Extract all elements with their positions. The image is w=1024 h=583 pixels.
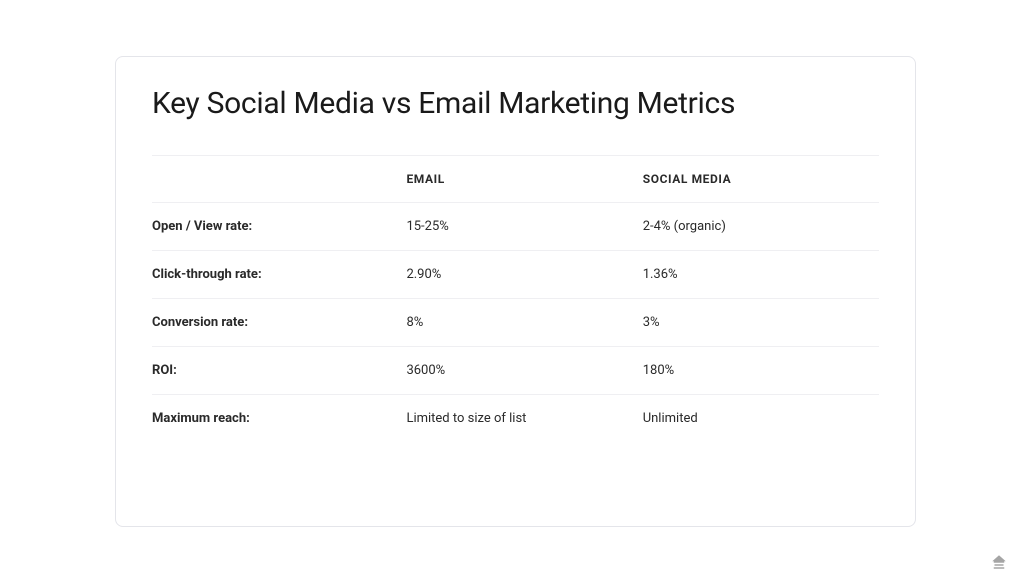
cell-social: 3% [643,298,879,346]
cell-email: Limited to size of list [406,394,642,442]
table-row: ROI: 3600% 180% [152,346,879,394]
col-header-metric [152,155,406,202]
cell-metric: Click-through rate: [152,250,406,298]
cabin-icon [990,553,1008,571]
cell-metric: Open / View rate: [152,202,406,250]
cell-metric: ROI: [152,346,406,394]
cell-email: 8% [406,298,642,346]
cell-social: 180% [643,346,879,394]
cell-metric: Maximum reach: [152,394,406,442]
cell-email: 15-25% [406,202,642,250]
cell-metric: Conversion rate: [152,298,406,346]
metrics-table: EMAIL SOCIAL MEDIA Open / View rate: 15-… [152,155,879,442]
metrics-card: Key Social Media vs Email Marketing Metr… [115,56,916,527]
table-header-row: EMAIL SOCIAL MEDIA [152,155,879,202]
table-row: Open / View rate: 15-25% 2-4% (organic) [152,202,879,250]
table-row: Maximum reach: Limited to size of list U… [152,394,879,442]
col-header-email: EMAIL [406,155,642,202]
cell-social: 2-4% (organic) [643,202,879,250]
cell-social: Unlimited [643,394,879,442]
table-row: Conversion rate: 8% 3% [152,298,879,346]
table-row: Click-through rate: 2.90% 1.36% [152,250,879,298]
card-title: Key Social Media vs Email Marketing Metr… [152,85,879,123]
cell-social: 1.36% [643,250,879,298]
cell-email: 3600% [406,346,642,394]
cell-email: 2.90% [406,250,642,298]
col-header-social: SOCIAL MEDIA [643,155,879,202]
